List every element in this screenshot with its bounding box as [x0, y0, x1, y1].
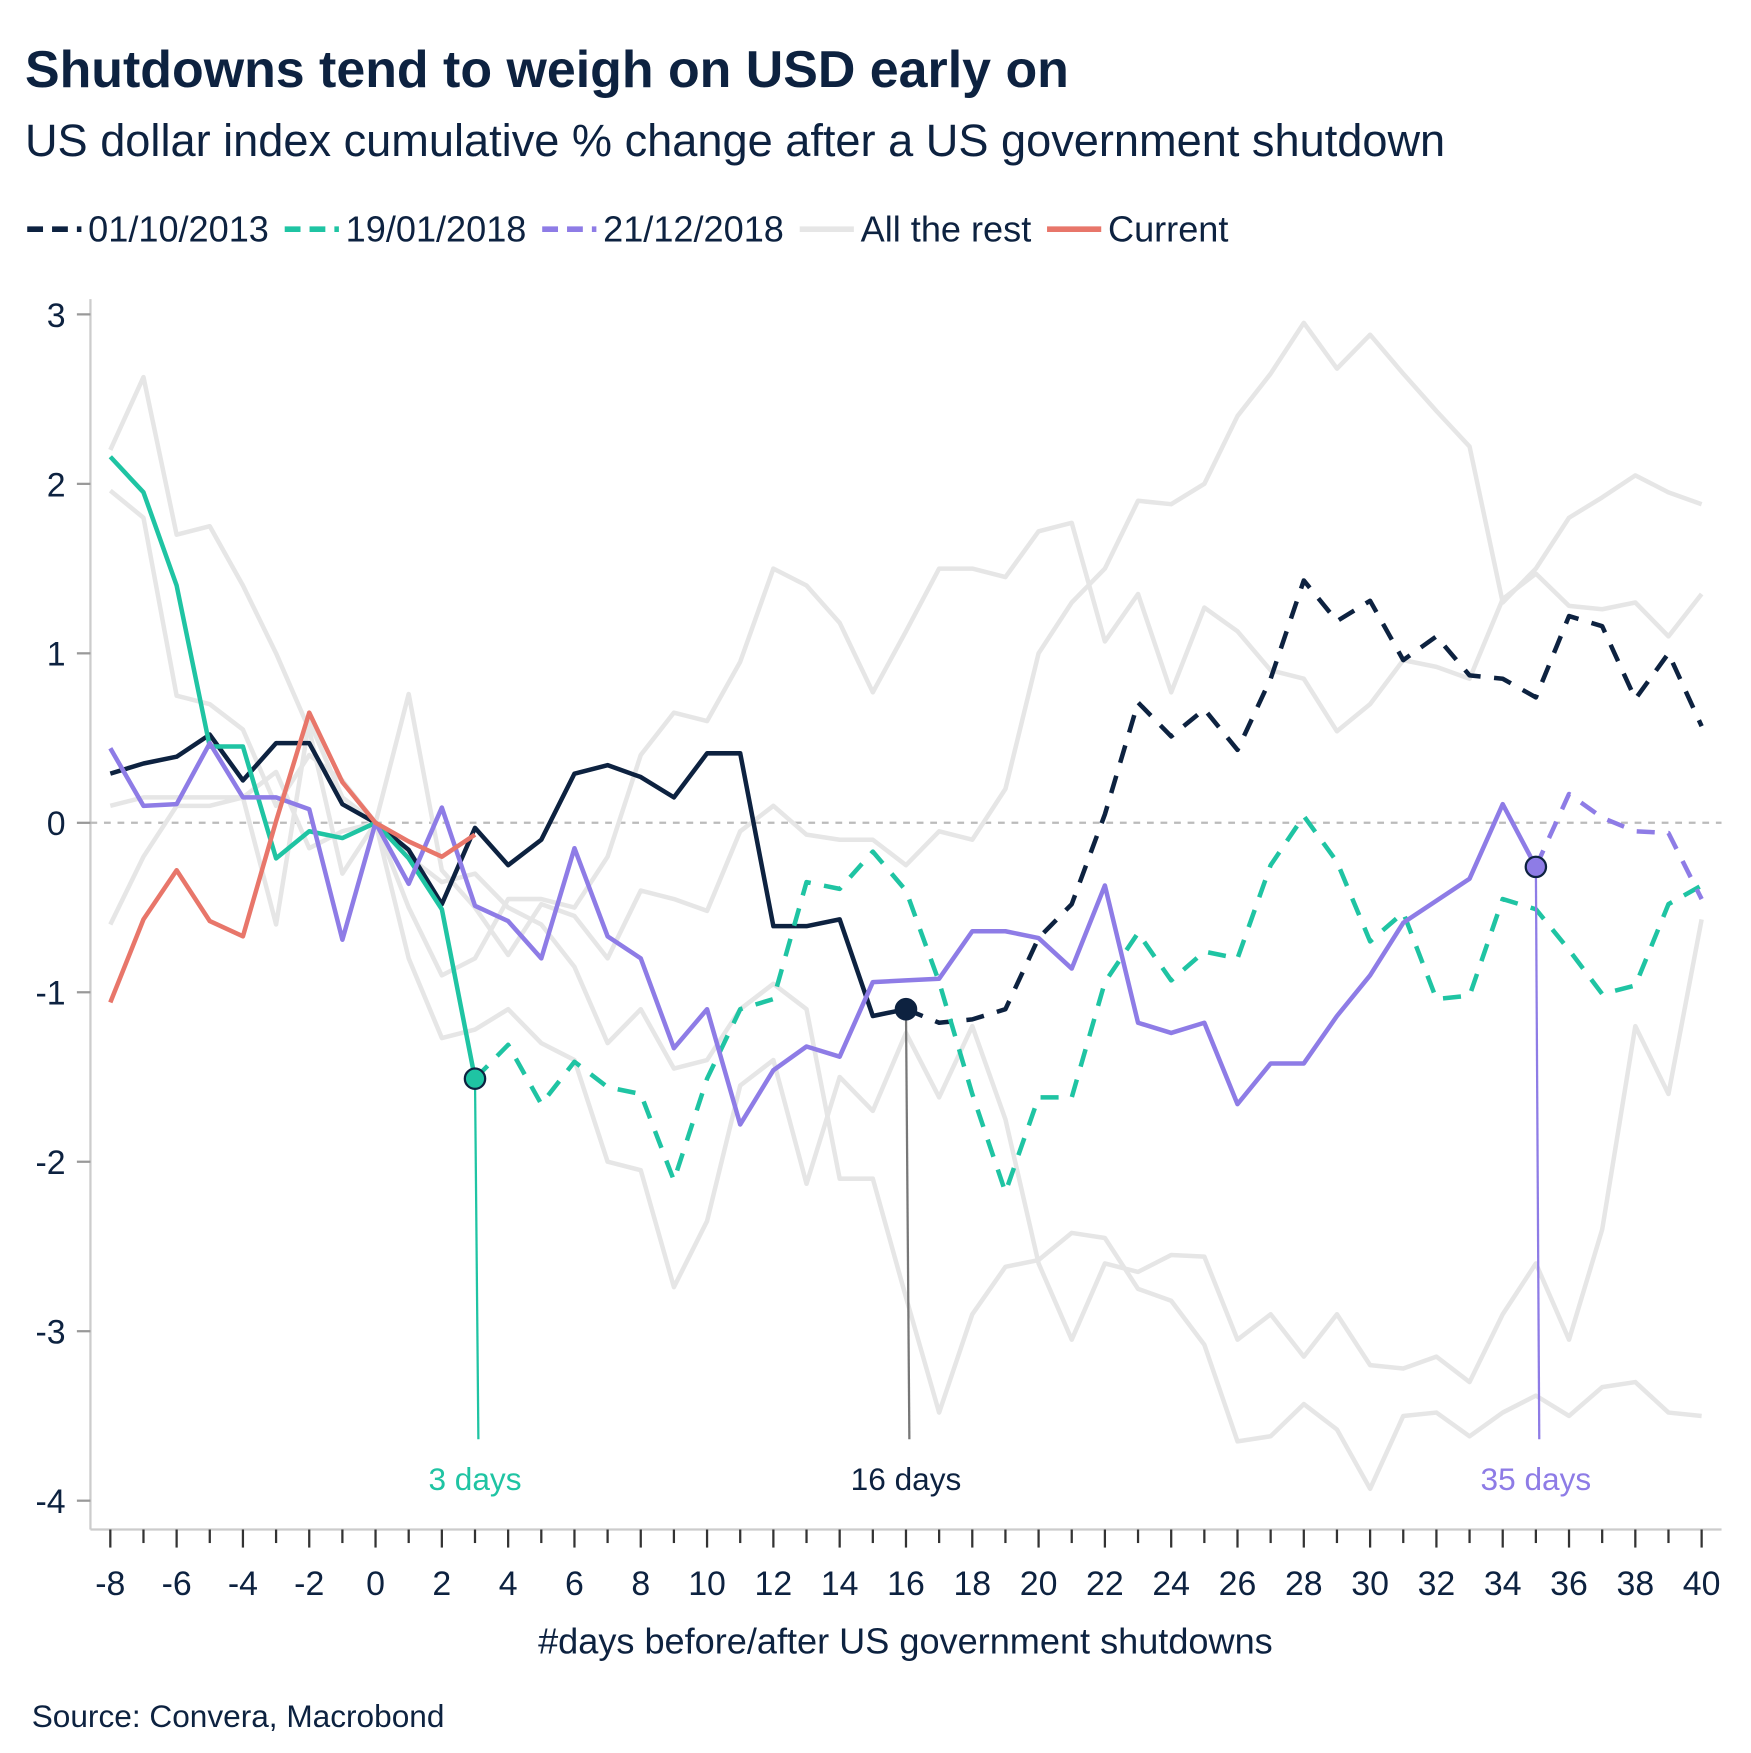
- x-tick-label: 18: [953, 1565, 991, 1603]
- series-line-dashed: [905, 578, 1704, 1026]
- legend-label: 21/12/2018: [603, 209, 784, 250]
- annotation-label: 3 days: [428, 1461, 521, 1497]
- series-line: [108, 740, 1538, 1127]
- x-tick-label: 20: [1020, 1565, 1058, 1603]
- legend-label: All the rest: [861, 209, 1032, 250]
- x-tick-label: 24: [1152, 1565, 1190, 1603]
- x-tick-label: 22: [1086, 1565, 1124, 1603]
- legend-label: 19/01/2018: [346, 209, 527, 250]
- y-tick-label: -4: [35, 1483, 65, 1521]
- annotation-marker: [1524, 855, 1548, 879]
- annotation-line: [473, 1078, 480, 1440]
- y-tick-label: -1: [35, 975, 65, 1013]
- x-tick-label: -4: [228, 1565, 258, 1603]
- x-tick-label: 6: [565, 1565, 584, 1603]
- annotation-label: 16 days: [851, 1461, 962, 1497]
- y-tick-label: -3: [35, 1314, 65, 1352]
- series-line-dashed: [473, 813, 1703, 1195]
- annotation-label: 35 days: [1481, 1461, 1592, 1497]
- x-tick-label: 30: [1351, 1565, 1389, 1603]
- rest-line: [108, 488, 1704, 1385]
- x-tick-label: 28: [1285, 1565, 1323, 1603]
- x-tick-label: -6: [162, 1565, 192, 1603]
- x-tick-label: 2: [432, 1565, 451, 1603]
- y-tick-label: -2: [35, 1144, 65, 1182]
- x-tick-label: -2: [294, 1565, 324, 1603]
- x-tick-label: 16: [887, 1565, 925, 1603]
- chart-title: Shutdowns tend to weigh on USD early on: [25, 41, 1069, 99]
- annotation-marker: [894, 997, 918, 1021]
- x-tick-label: 0: [366, 1565, 385, 1603]
- x-tick-label: 40: [1683, 1565, 1721, 1603]
- x-tick-label: 10: [688, 1565, 726, 1603]
- x-tick-label: 26: [1219, 1565, 1257, 1603]
- annotation-line: [1534, 866, 1541, 1440]
- x-tick-label: 4: [499, 1565, 518, 1603]
- legend-label: 01/10/2013: [88, 209, 269, 250]
- x-tick-label: 32: [1418, 1565, 1456, 1603]
- y-tick-label: 2: [47, 466, 66, 504]
- legend-label: Current: [1108, 209, 1228, 250]
- series-line-dashed: [1533, 791, 1704, 901]
- x-tick-label: 38: [1616, 1565, 1654, 1603]
- x-axis-title: #days before/after US government shutdow…: [538, 1621, 1273, 1662]
- x-tick-label: 14: [821, 1565, 859, 1603]
- x-tick-label: 8: [631, 1565, 650, 1603]
- series-line: [109, 732, 907, 1019]
- x-tick-label: 34: [1484, 1565, 1522, 1603]
- x-tick-label: 36: [1550, 1565, 1588, 1603]
- annotation-marker: [463, 1067, 487, 1090]
- source: Source: Convera, Macrobond: [32, 1698, 445, 1734]
- y-tick-label: 1: [47, 636, 66, 674]
- annotation-line: [904, 1009, 911, 1440]
- series-line: [108, 710, 477, 1004]
- y-tick-label: 0: [47, 805, 66, 843]
- x-tick-label: -8: [95, 1565, 125, 1603]
- x-tick-label: 12: [755, 1565, 793, 1603]
- chart-subtitle: US dollar index cumulative % change afte…: [25, 115, 1445, 166]
- y-tick-label: 3: [47, 297, 66, 335]
